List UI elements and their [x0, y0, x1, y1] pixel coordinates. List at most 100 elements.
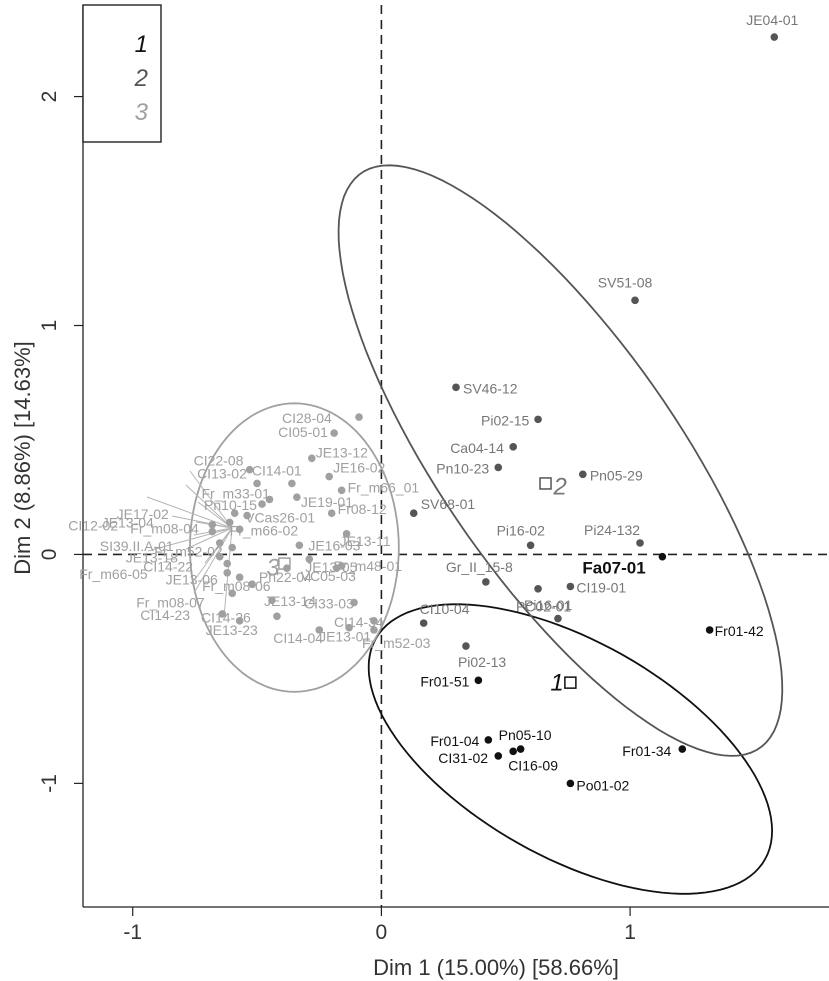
- point-Fr01-34: [678, 745, 687, 753]
- point-JE13-01: [345, 623, 353, 632]
- point-label: Fr_m52-03: [362, 635, 431, 651]
- point-JE17-02: [230, 509, 239, 518]
- point-label: Fr01-04: [430, 733, 479, 749]
- x-tick-label: 1: [624, 921, 636, 944]
- centroid-label: 3: [266, 555, 280, 582]
- point-CI14-26: [273, 612, 281, 621]
- point-CI12-02: [208, 520, 217, 529]
- point-label: Gr_II_15-8: [446, 559, 513, 575]
- point-label: SV51-08: [598, 274, 653, 290]
- point-JE13-06: [235, 573, 244, 582]
- point-label: CI14-01: [252, 462, 302, 478]
- point-label: Po01-02: [576, 777, 629, 793]
- point-label: Pn10-23: [436, 460, 489, 476]
- point-label: Fr_m66-02: [230, 522, 299, 538]
- point-label: Fr_m33-01: [202, 485, 271, 501]
- point-label: Fr01-34: [622, 743, 671, 759]
- point-label: JE16-03: [308, 537, 360, 553]
- point-label: Ca04-14: [450, 440, 504, 456]
- point-label: CI14-22: [143, 559, 193, 575]
- point-label: CI14-26: [201, 609, 251, 625]
- point-label: Fr_m08-04: [130, 521, 199, 537]
- leader-line: [189, 470, 233, 529]
- point-label: CI22-08: [194, 453, 244, 469]
- point-JE13-14: [268, 596, 276, 605]
- point-label: JE19-01: [301, 494, 353, 510]
- point-label: Fr_m08-06: [202, 578, 271, 594]
- point-label: JE13-18: [126, 550, 178, 566]
- point-Pn05-10: [516, 745, 525, 753]
- point-label: CI33-03: [304, 596, 354, 612]
- point-CI14-34: [370, 617, 378, 625]
- point-Pn22-04: [283, 564, 291, 572]
- point-label: Pn05-10: [499, 727, 552, 743]
- point-JE19-01: [293, 493, 301, 502]
- y-tick-label: 2: [38, 91, 61, 103]
- point-label: Fr_m48-01: [334, 558, 403, 574]
- point-label: CI31-02: [438, 750, 488, 766]
- point-JE16-03: [295, 541, 304, 550]
- point-SI39.II.A-01: [215, 539, 224, 547]
- point-PC02-01: [554, 614, 562, 623]
- point-label: SV46-12: [463, 380, 518, 396]
- point-CI10-04: [419, 619, 428, 627]
- point-Fr_m52-03: [370, 626, 378, 634]
- point-Pi24-132: [636, 539, 644, 547]
- y-tick-label: -1: [38, 774, 61, 793]
- point-CI14-22: [223, 559, 232, 568]
- point-Fr_m66-05: [223, 568, 232, 577]
- point-CI28-04: [355, 413, 363, 421]
- axes-layer: -1 0 1 -1 0 1 2 Dim 1 (15.00%) [58.66%] Dim 2 (8…: [10, 5, 829, 980]
- point-label: CI16-09: [508, 757, 558, 773]
- point-label: JE04-01: [746, 12, 798, 28]
- point-label: CI14-04: [273, 630, 323, 646]
- legend-entry: 3: [135, 99, 149, 126]
- point-Fr_m08-04: [208, 527, 217, 536]
- point-SV51-08: [631, 296, 639, 305]
- leader-line: [146, 496, 233, 529]
- point-label: JE13-12: [316, 444, 368, 460]
- y-tick-label: 0: [38, 549, 61, 561]
- point-label: SV68-01: [421, 496, 476, 512]
- y-axis-title: Dim 2 (8.86%) [14.63%]: [10, 341, 35, 575]
- point-label: Pi02-15: [481, 412, 529, 428]
- legend-entry: 1: [135, 31, 148, 58]
- leader-line: [147, 527, 233, 552]
- point-SV68-01: [409, 509, 418, 518]
- point-VC05-03: [332, 564, 341, 572]
- point-label: CI28-04: [282, 410, 332, 426]
- x-tick-label: -1: [123, 921, 142, 944]
- point-Fr_m66-02: [235, 525, 244, 534]
- point-label: JE13-11: [340, 533, 391, 549]
- point-Pn05-29: [579, 470, 587, 479]
- point-CI14-04: [315, 626, 324, 634]
- point-CI14-23: [218, 610, 227, 618]
- point-label: Pi02-13: [458, 654, 506, 670]
- legend: 1 2 3: [82, 4, 162, 143]
- point-label: CI14-34: [334, 614, 384, 630]
- point-label: CI14-23: [140, 607, 190, 623]
- x-axis-title: Dim 1 (15.00%) [58.66%]: [373, 955, 619, 980]
- y-tick-label: 1: [38, 320, 61, 332]
- point-label: Fr_m52-02: [154, 544, 223, 560]
- leader-line: [185, 527, 233, 550]
- point-label: Fa07-01: [582, 559, 645, 578]
- point-Pi16-01: [534, 584, 542, 593]
- point-label: Fr01-42: [715, 623, 764, 639]
- point-CI13-02: [253, 479, 261, 488]
- point-JE04-01: [770, 33, 779, 41]
- point-layer: [208, 33, 779, 788]
- centroid-label: 1: [550, 670, 563, 697]
- point-label: Fr_m66_01: [348, 479, 420, 495]
- point-label: CI10-04: [420, 601, 470, 617]
- point-Pi16-02: [526, 541, 535, 550]
- point-label: JE13-14: [264, 593, 316, 609]
- x-tick-label: 0: [376, 921, 388, 944]
- point-label: Pi24-132: [584, 522, 640, 538]
- point-CI14-01: [288, 479, 296, 488]
- point-label: Pn22-04: [259, 569, 312, 585]
- point-label: Pi16-02: [497, 522, 545, 538]
- point-label: Fr01-51: [420, 673, 469, 689]
- centroid-label: 2: [553, 473, 567, 500]
